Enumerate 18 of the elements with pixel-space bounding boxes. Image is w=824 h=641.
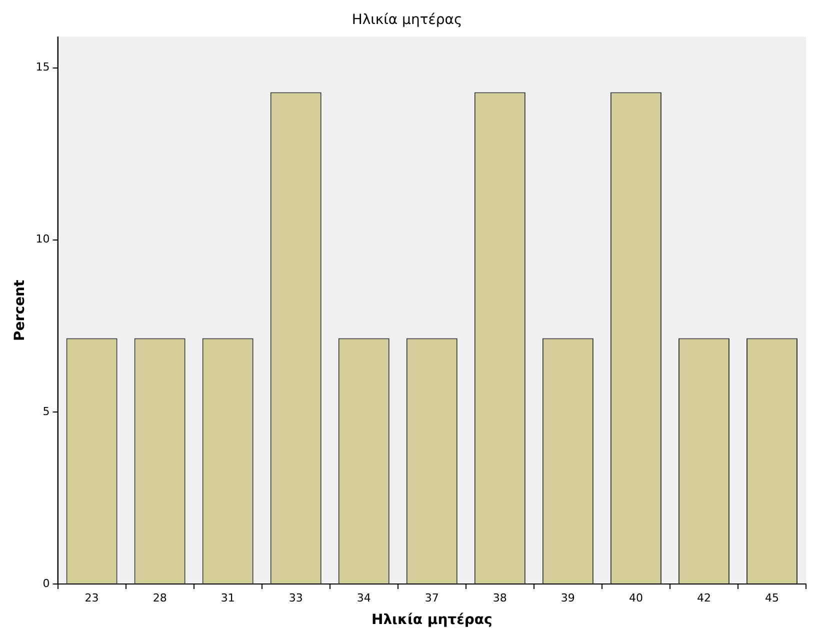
x-tick-label: 33 <box>288 591 303 604</box>
x-tick-label: 37 <box>424 591 439 604</box>
x-tick-label: 28 <box>152 591 167 604</box>
x-tick-label: 31 <box>220 591 235 604</box>
x-tick-label: 23 <box>84 591 99 604</box>
x-tick-label: 40 <box>628 591 643 604</box>
y-tick-label: 5 <box>42 404 50 418</box>
y-tick-label: 0 <box>42 576 50 590</box>
y-tick-label: 15 <box>36 60 50 74</box>
y-tick-label: 10 <box>36 232 50 246</box>
x-tick-label: 38 <box>492 591 507 604</box>
x-tick-label: 45 <box>764 591 779 604</box>
x-tick-label: 39 <box>560 591 575 604</box>
chart-title: Ηλικία μητέρας <box>352 12 462 28</box>
y-axis-title: Percent <box>12 280 28 341</box>
x-tick-label: 34 <box>356 591 371 604</box>
x-tick-label: 42 <box>696 591 711 604</box>
x-axis-title: Ηλικία μητέρας <box>371 612 492 628</box>
